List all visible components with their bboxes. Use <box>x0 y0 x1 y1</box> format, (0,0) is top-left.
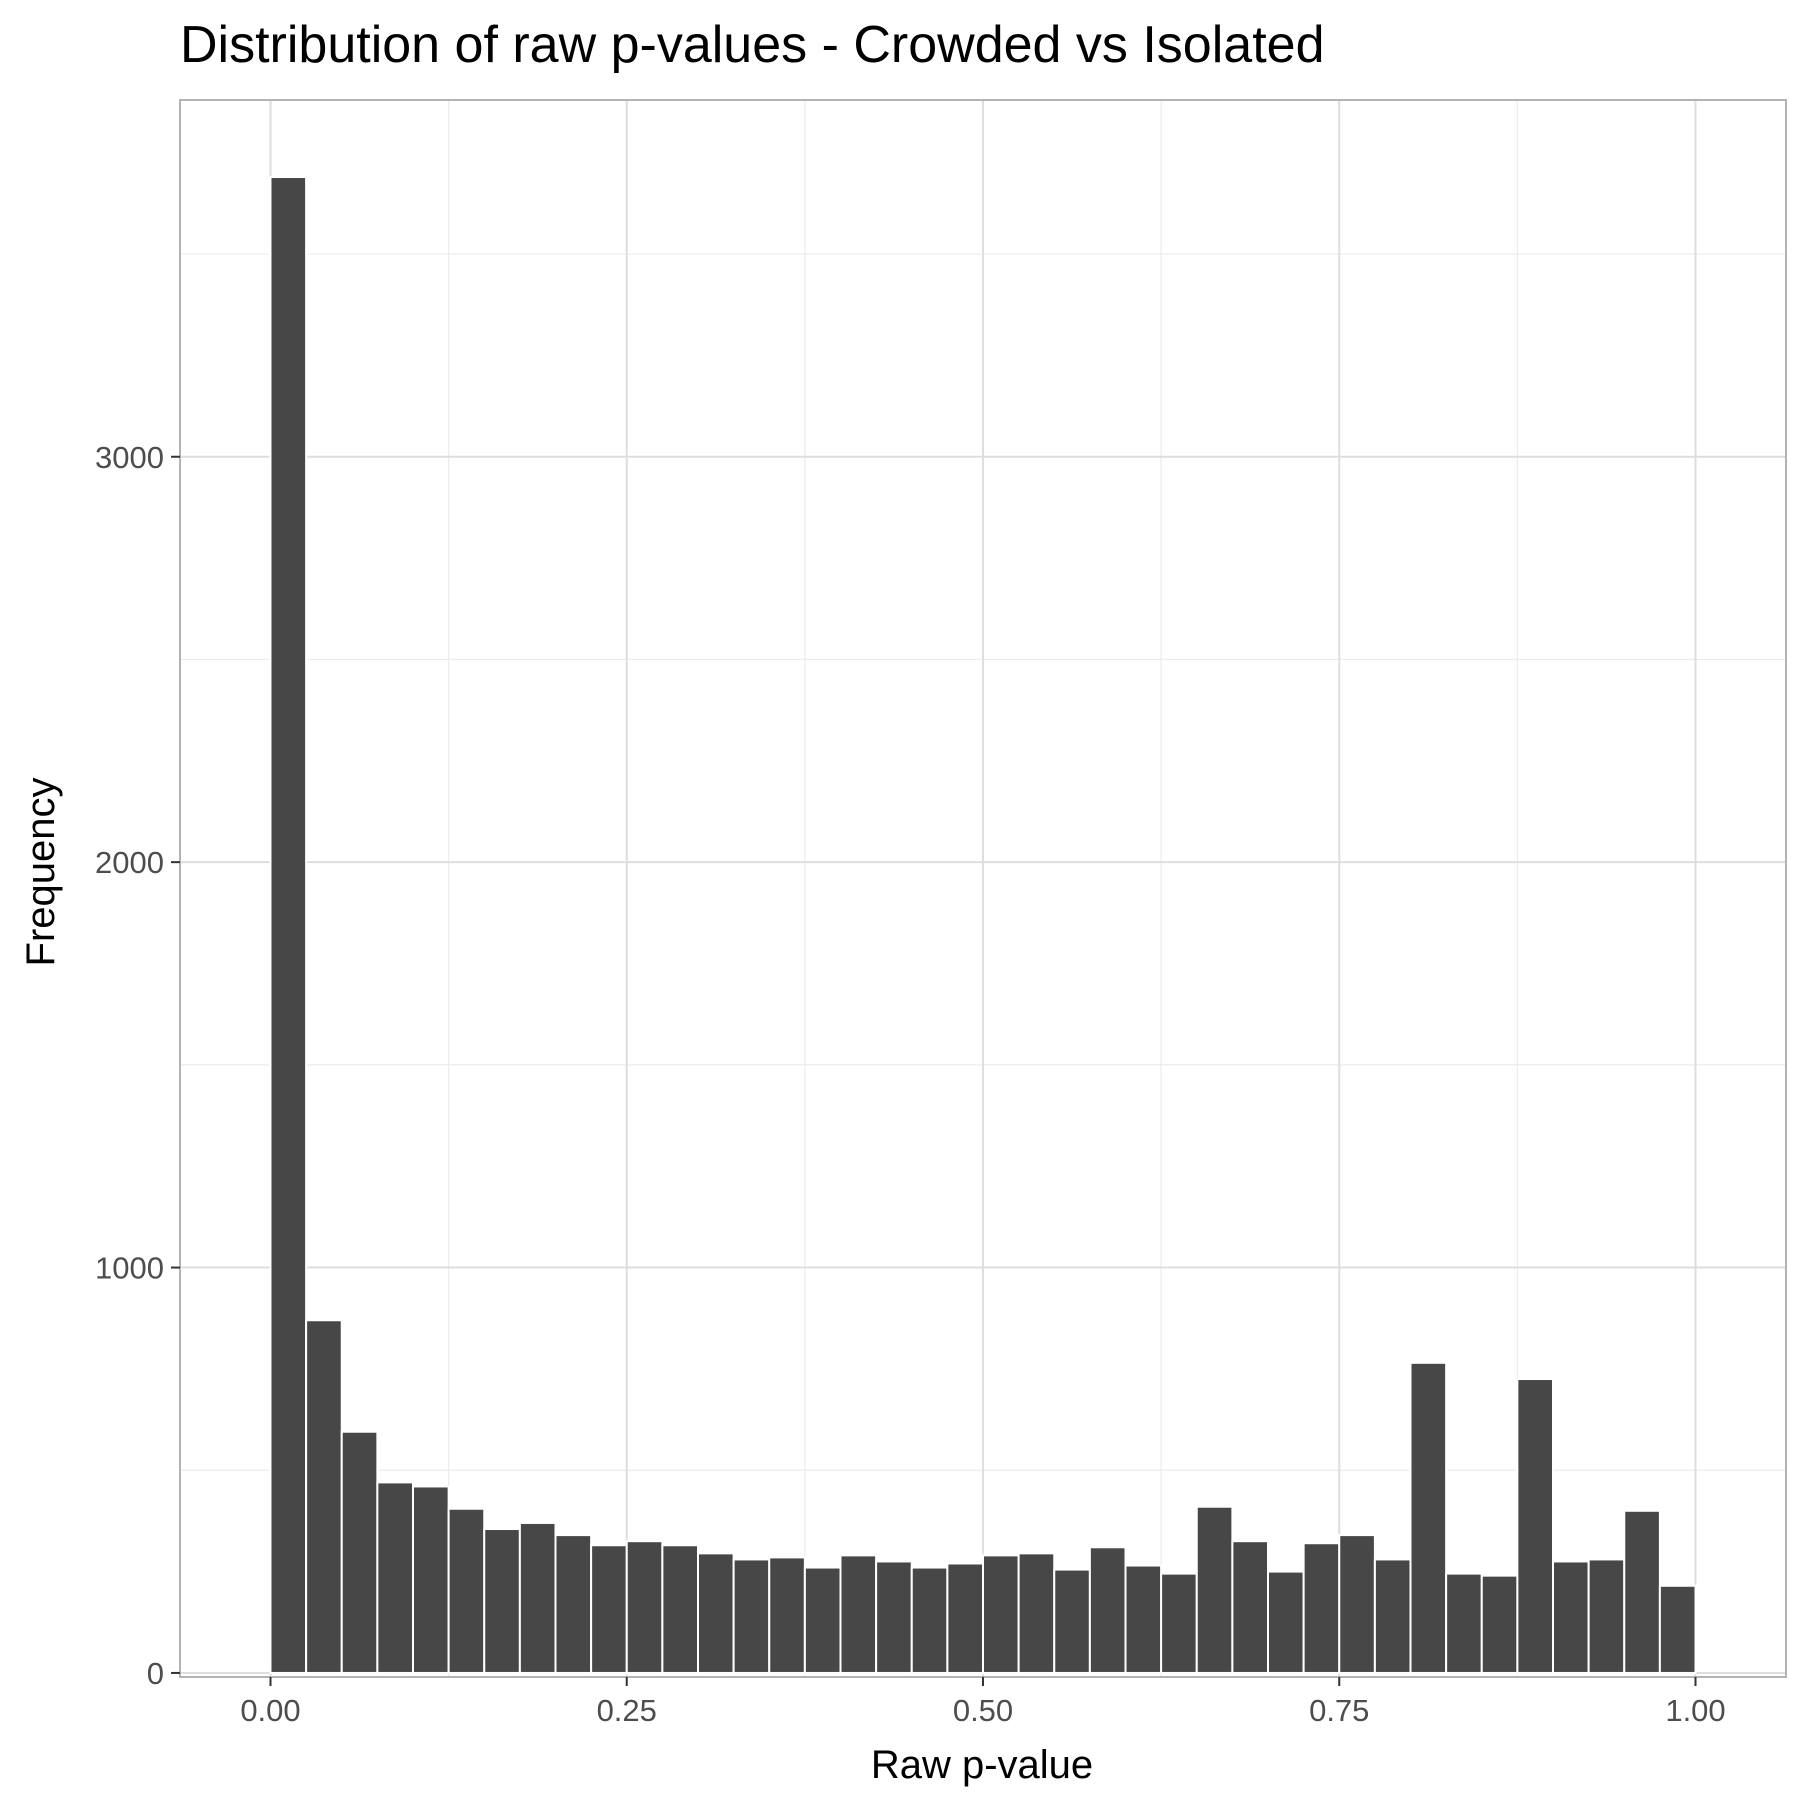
histogram-bar <box>1480 1574 1519 1674</box>
y-tick-label: 0 <box>147 1656 164 1691</box>
y-tick-label: 1000 <box>95 1251 164 1286</box>
histogram-bar <box>803 1566 842 1674</box>
histogram-bar <box>1409 1361 1448 1674</box>
y-tick-label: 2000 <box>95 845 164 880</box>
x-tick-label: 0.75 <box>1309 1693 1369 1728</box>
chart-title: Distribution of raw p-values - Crowded v… <box>180 16 1324 74</box>
histogram-bar <box>982 1554 1020 1674</box>
histogram-bar <box>839 1554 878 1674</box>
histogram-bar <box>1373 1558 1412 1674</box>
histogram-bar <box>590 1544 628 1674</box>
histogram-bar <box>554 1534 593 1674</box>
histogram-bar <box>1231 1540 1270 1674</box>
histogram-bar <box>447 1507 486 1674</box>
histogram-bar <box>1587 1558 1626 1674</box>
histogram-bar <box>875 1560 913 1674</box>
histogram-bar <box>1017 1552 1056 1674</box>
y-tick-labels: 0 1000 2000 3000 <box>95 440 164 1691</box>
histogram-bar <box>625 1540 664 1674</box>
bars <box>269 176 1697 1674</box>
x-tick-labels: 0.00 0.25 0.50 0.75 1.00 <box>240 1693 1725 1728</box>
histogram-bar <box>1623 1509 1661 1674</box>
histogram-bar <box>1302 1542 1341 1674</box>
histogram-bar <box>376 1481 414 1674</box>
x-tick-label: 1.00 <box>1665 1693 1725 1728</box>
x-tick-label: 0.50 <box>953 1693 1013 1728</box>
histogram-bar <box>1267 1570 1305 1674</box>
histogram-bar <box>1445 1572 1483 1674</box>
y-tick-label: 3000 <box>95 440 164 475</box>
histogram-bar <box>1124 1564 1163 1674</box>
y-axis-title: Frequency <box>19 778 63 967</box>
histogram-bar <box>1195 1505 1234 1674</box>
histogram-bar <box>1516 1378 1555 1674</box>
histogram-bar <box>305 1319 343 1674</box>
histogram-bar <box>946 1562 985 1674</box>
histogram-bar <box>1053 1568 1091 1674</box>
histogram-bar <box>696 1552 735 1674</box>
histogram-bar <box>340 1430 379 1674</box>
histogram-bar <box>661 1544 699 1674</box>
x-tick-label: 0.00 <box>240 1693 300 1728</box>
histogram-bar <box>1088 1546 1127 1674</box>
histogram-bar <box>768 1556 806 1674</box>
histogram-bar <box>1552 1560 1590 1674</box>
histogram-bar <box>1338 1534 1376 1674</box>
axis-ticks <box>171 455 1697 1686</box>
histogram-bar <box>910 1566 949 1674</box>
histogram-bar <box>411 1485 450 1674</box>
histogram-bar <box>732 1558 771 1674</box>
x-tick-label: 0.25 <box>597 1693 657 1728</box>
histogram-bar <box>1658 1584 1697 1674</box>
histogram-bar <box>1160 1572 1198 1674</box>
histogram-bar <box>269 176 308 1674</box>
histogram-bar <box>483 1528 521 1674</box>
x-axis-title: Raw p-value <box>871 1743 1093 1787</box>
histogram-bar <box>518 1521 557 1674</box>
